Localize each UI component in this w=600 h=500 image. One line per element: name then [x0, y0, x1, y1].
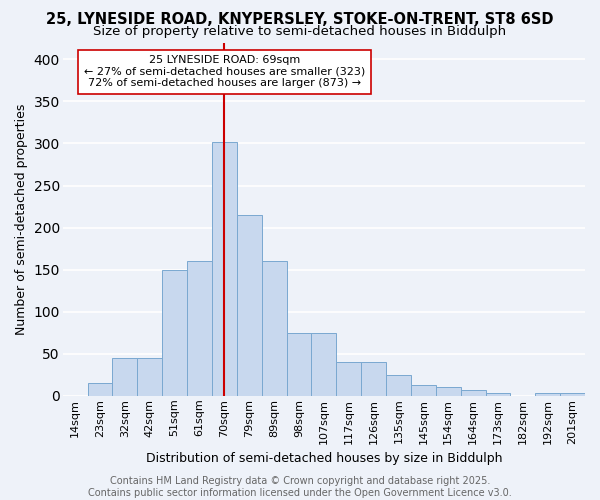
Text: Size of property relative to semi-detached houses in Biddulph: Size of property relative to semi-detach…: [94, 25, 506, 38]
Bar: [560, 394, 585, 396]
Bar: [262, 262, 287, 396]
Bar: [287, 333, 311, 396]
Text: Contains HM Land Registry data © Crown copyright and database right 2025.
Contai: Contains HM Land Registry data © Crown c…: [88, 476, 512, 498]
Bar: [436, 388, 461, 396]
Bar: [212, 142, 237, 396]
Bar: [411, 385, 436, 396]
Bar: [237, 215, 262, 396]
Bar: [162, 270, 187, 396]
Bar: [137, 358, 162, 396]
Y-axis label: Number of semi-detached properties: Number of semi-detached properties: [15, 104, 28, 335]
Text: 25 LYNESIDE ROAD: 69sqm
← 27% of semi-detached houses are smaller (323)
72% of s: 25 LYNESIDE ROAD: 69sqm ← 27% of semi-de…: [84, 55, 365, 88]
Bar: [361, 362, 386, 396]
Bar: [112, 358, 137, 396]
Bar: [311, 333, 336, 396]
Bar: [461, 390, 485, 396]
Bar: [88, 384, 112, 396]
Text: 25, LYNESIDE ROAD, KNYPERSLEY, STOKE-ON-TRENT, ST8 6SD: 25, LYNESIDE ROAD, KNYPERSLEY, STOKE-ON-…: [46, 12, 554, 28]
Bar: [386, 375, 411, 396]
X-axis label: Distribution of semi-detached houses by size in Biddulph: Distribution of semi-detached houses by …: [146, 452, 502, 465]
Bar: [187, 262, 212, 396]
Bar: [336, 362, 361, 396]
Bar: [535, 392, 560, 396]
Bar: [485, 392, 511, 396]
